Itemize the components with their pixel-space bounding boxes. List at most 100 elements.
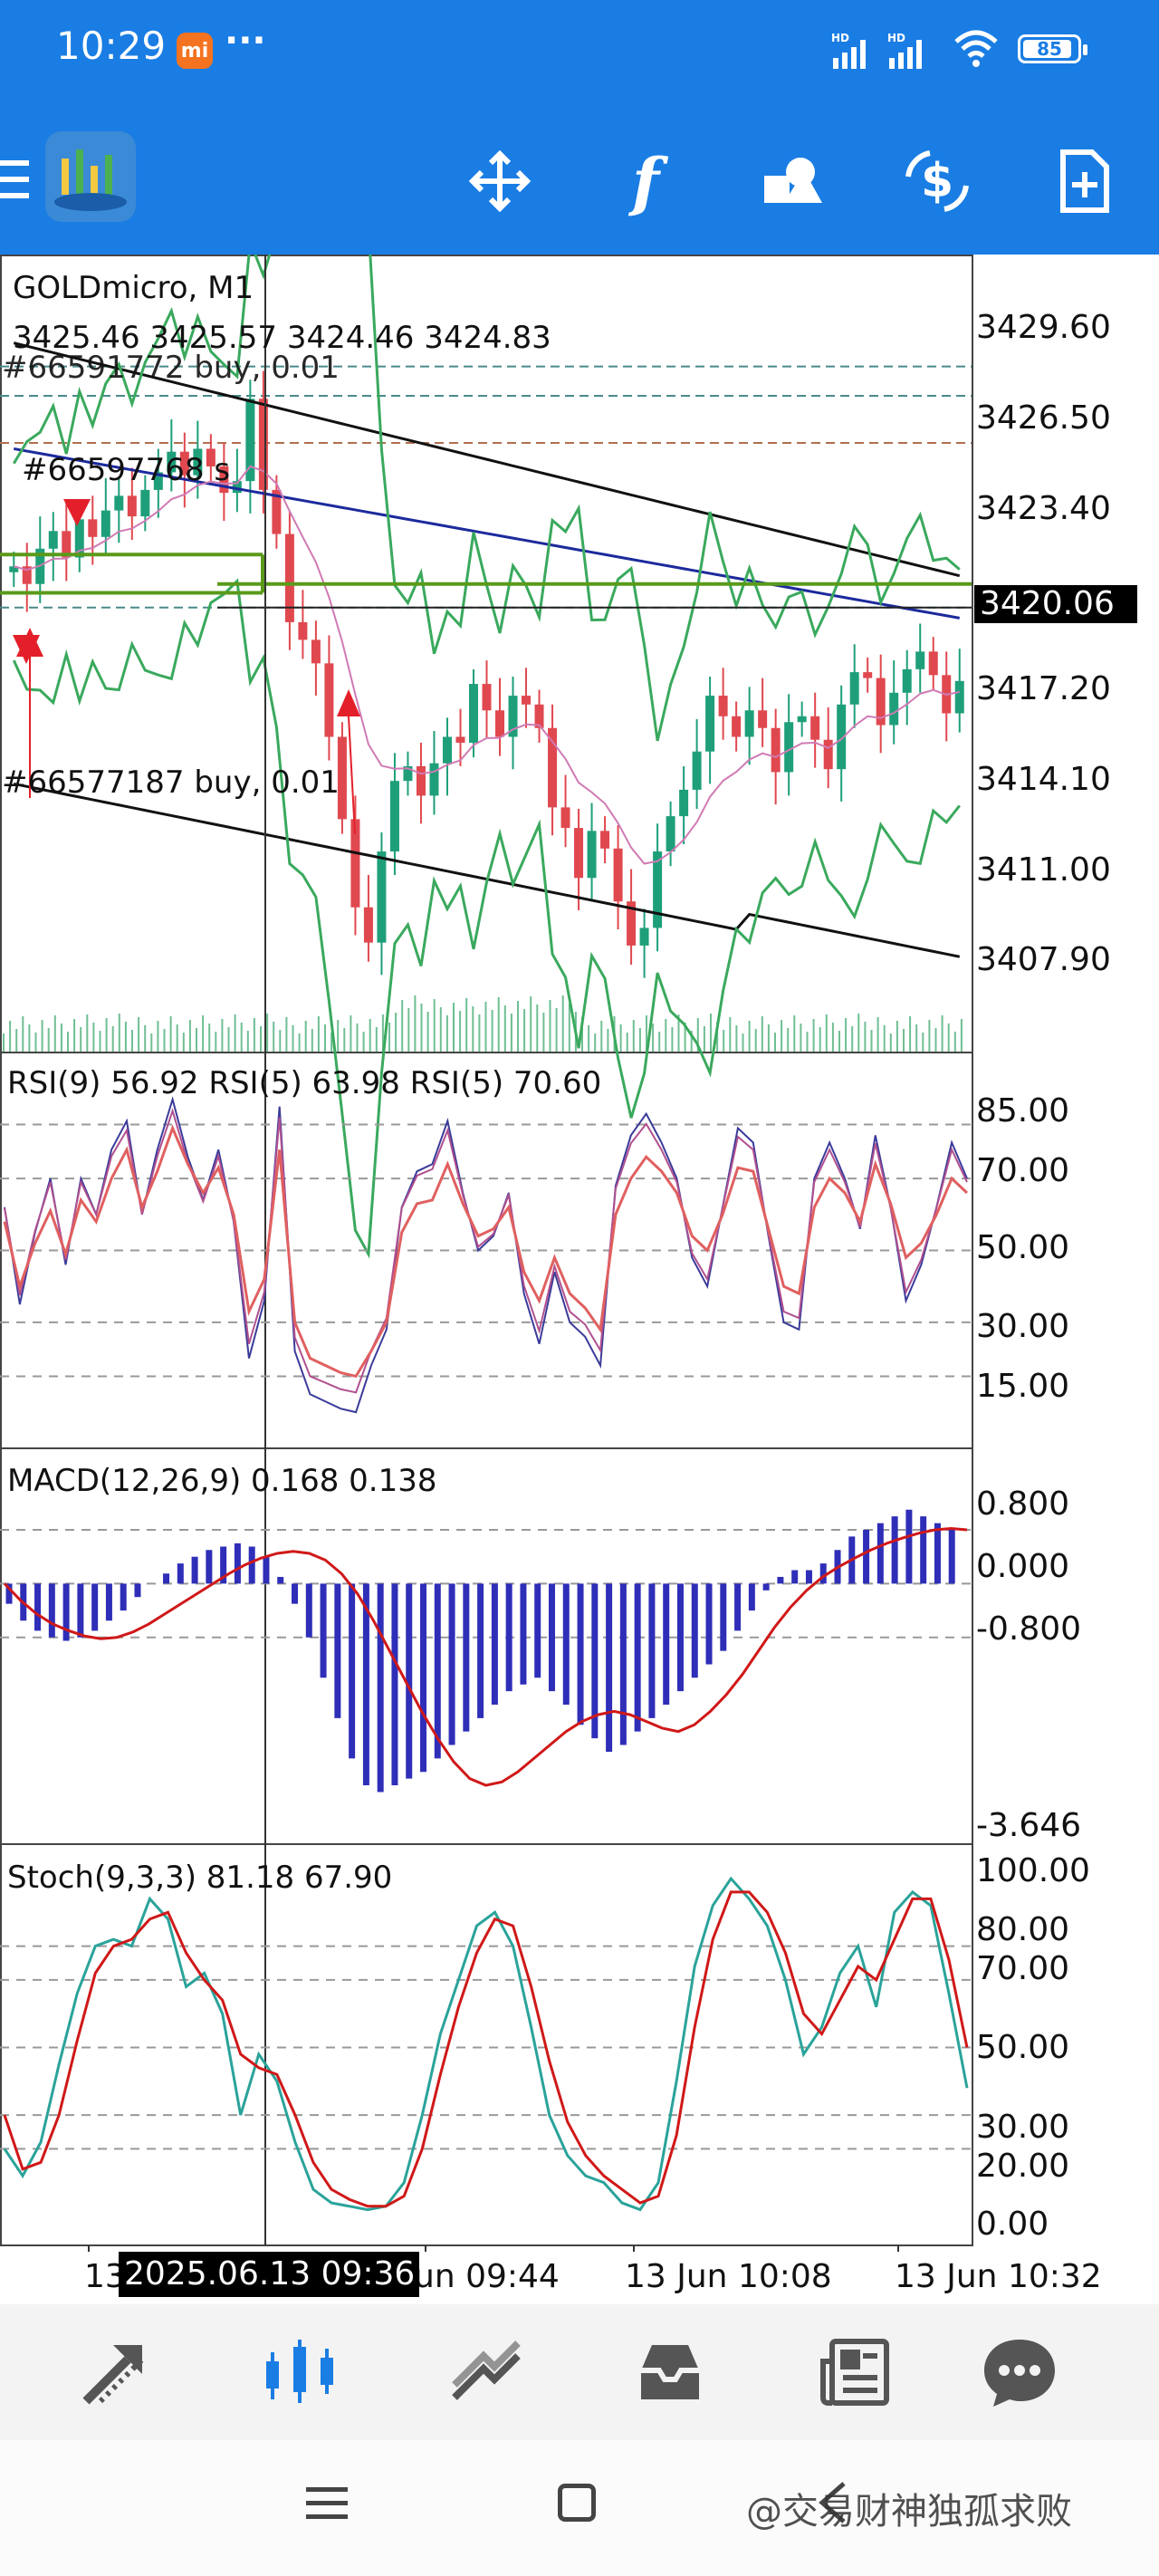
candle-body	[206, 448, 216, 466]
crosshair-move-icon[interactable]	[459, 140, 541, 222]
time-label: 13 Jun 10:08	[625, 2258, 832, 2295]
price-tick: 3411.00	[976, 851, 1111, 889]
rsi-panel-border	[0, 1052, 973, 1449]
candle-body	[232, 481, 242, 494]
news-icon[interactable]	[806, 2322, 905, 2422]
stoch-k-line	[3, 1876, 969, 2212]
status-bar: 10:29 mi ··· HD HD 85	[0, 0, 1159, 104]
app-toolbar: f $	[0, 104, 1159, 255]
candle-body	[272, 489, 282, 534]
candle-body	[613, 848, 623, 902]
order-label-1: #66591772 buy, 0.01	[2, 350, 340, 386]
ma-black-upper	[13, 341, 961, 578]
hd-label-2: HD	[887, 32, 905, 44]
candle-body	[74, 519, 84, 558]
chart-area[interactable]: GOLDmicro, M1 3425.46 3425.57 3424.46 34…	[0, 255, 1159, 2304]
macd-tick: 0.000	[976, 1548, 1070, 1585]
svg-text:$: $	[921, 154, 953, 208]
order-label-2: #66597768 s	[22, 452, 231, 488]
rsi-tick: 15.00	[976, 1368, 1070, 1405]
candle-body	[101, 510, 110, 537]
candle-body	[350, 819, 360, 908]
recents-menu-icon[interactable]	[306, 2485, 348, 2525]
macd-signal-line	[3, 1527, 968, 1787]
trade-icon[interactable]	[436, 2322, 535, 2422]
candle-body	[954, 680, 964, 714]
candle-body	[902, 668, 912, 693]
new-order-icon[interactable]	[1044, 140, 1125, 222]
candle-body	[534, 704, 544, 728]
trade-dollar-icon[interactable]: $	[896, 140, 978, 222]
candle-body	[679, 789, 689, 817]
candle-body	[416, 765, 426, 796]
price-tick: 3429.60	[976, 309, 1111, 346]
candle-body	[653, 851, 663, 928]
candle-body	[705, 696, 715, 752]
candle-body	[140, 489, 150, 517]
price-tick: 3414.10	[976, 761, 1111, 798]
rsi-tick: 50.00	[976, 1229, 1070, 1266]
candle-body	[167, 451, 177, 473]
app-logo[interactable]	[45, 131, 136, 222]
arrow-up-stem	[348, 716, 356, 835]
battery-icon: 85	[1018, 34, 1087, 63]
candle-body	[522, 696, 532, 705]
candle-body	[744, 710, 754, 737]
chart-canvas[interactable]	[0, 255, 1159, 2304]
candle-body	[666, 816, 675, 852]
rsi-label: RSI(9) 56.92 RSI(5) 63.98 RSI(5) 70.60	[7, 1065, 602, 1101]
history-icon[interactable]	[620, 2322, 720, 2422]
stoch-d-line	[3, 1890, 969, 2208]
arrow-up-marker	[337, 689, 360, 716]
candle-body	[245, 399, 255, 482]
chat-icon[interactable]	[970, 2322, 1069, 2422]
candle-body	[915, 651, 925, 669]
order-label-3: #66577187 buy, 0.01	[2, 764, 340, 801]
candle-body	[863, 672, 873, 678]
status-time: 10:29	[56, 24, 167, 68]
candle-body	[363, 907, 373, 943]
candle-body	[784, 722, 794, 773]
rsi5-line	[4, 1096, 968, 1414]
candle-body	[127, 495, 137, 517]
candle-body	[114, 495, 124, 511]
quotes-icon[interactable]	[65, 2322, 165, 2422]
price-tick: 3426.50	[976, 399, 1111, 437]
candle-body	[468, 684, 478, 743]
candle-body	[876, 678, 886, 726]
stoch-tick: 30.00	[976, 2109, 1070, 2146]
price-tick: 3407.90	[976, 941, 1111, 978]
home-square-icon[interactable]	[558, 2484, 596, 2522]
indicators-f-icon[interactable]: f	[631, 143, 660, 219]
back-icon[interactable]	[815, 2480, 851, 2529]
candle-body	[889, 692, 899, 726]
candle-body	[771, 727, 781, 773]
arrow-down-marker	[63, 499, 91, 526]
rsi-tick: 30.00	[976, 1308, 1070, 1345]
candle-body	[258, 399, 268, 490]
candle-body	[179, 451, 189, 476]
candle-body	[377, 851, 387, 943]
rsi9-line	[3, 1124, 969, 1379]
signal-icon: HD HD	[831, 31, 967, 74]
arrow-up-marker	[16, 628, 43, 657]
candle-body	[574, 828, 584, 879]
price-tick: 3423.40	[976, 490, 1111, 527]
chart-icon[interactable]	[250, 2322, 350, 2422]
objects-icon[interactable]	[752, 140, 833, 222]
stoch-tick: 70.00	[976, 1950, 1070, 1987]
time-label: 13 Jun 10:32	[895, 2258, 1102, 2295]
rsi-tick: 85.00	[976, 1092, 1070, 1129]
cursor-time-badge: 2025.06.13 09:36	[119, 2252, 419, 2297]
system-navigation: @交易财神独孤求败	[0, 2440, 1159, 2576]
ma-pink	[13, 465, 960, 865]
stoch-tick: 80.00	[976, 1911, 1070, 1948]
menu-icon[interactable]	[0, 159, 31, 200]
candle-body	[627, 901, 637, 946]
bollinger-lower	[12, 578, 961, 1259]
candle-body	[548, 727, 558, 808]
candle-body	[311, 639, 321, 664]
current-price-badge: 3420.06	[974, 585, 1137, 623]
stoch-tick: 0.00	[976, 2206, 1049, 2243]
candle-body	[718, 696, 728, 716]
